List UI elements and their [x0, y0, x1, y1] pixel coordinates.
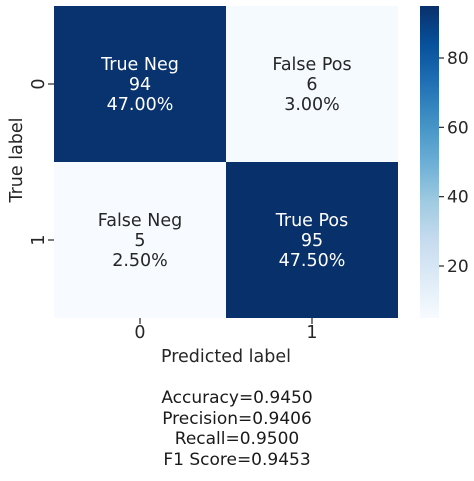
- metrics-summary: Accuracy=0.9450 Precision=0.9406 Recall=…: [0, 388, 474, 470]
- y-tick-label: 0: [29, 78, 49, 89]
- y-axis-label: True label: [7, 117, 27, 203]
- cell-count: 5: [134, 231, 145, 251]
- colorbar-tick-label: 60: [447, 118, 469, 138]
- colorbar: [420, 6, 439, 318]
- f1-score-text: F1 Score=0.9453: [163, 449, 311, 470]
- x-axis-label: Predicted label: [161, 347, 291, 367]
- axis-ticks: 0 1 0 1: [29, 78, 318, 343]
- heatmap-cell: [226, 162, 398, 318]
- heatmap-cell: [54, 6, 226, 162]
- recall-text: Recall=0.9500: [174, 429, 300, 449]
- cell-label: True Neg: [100, 55, 179, 75]
- heatmap-cell: [54, 162, 226, 318]
- x-tick-label: 1: [306, 323, 317, 343]
- colorbar-ticks: 20 40 60 80: [439, 49, 469, 277]
- cell-label: True Pos: [275, 211, 349, 231]
- heatmap-cell: [226, 6, 398, 162]
- colorbar-tick-label: 40: [447, 188, 469, 208]
- colorbar-tick-label: 20: [447, 257, 469, 277]
- x-tick-label: 0: [134, 323, 145, 343]
- cell-percent: 47.00%: [107, 95, 174, 115]
- precision-text: Precision=0.9406: [162, 408, 312, 429]
- y-tick-label: 1: [29, 234, 49, 245]
- cell-count: 94: [129, 75, 151, 95]
- cell-percent: 2.50%: [112, 251, 168, 271]
- cell-count: 95: [301, 231, 323, 251]
- cell-percent: 3.00%: [284, 95, 340, 115]
- accuracy-text: Accuracy=0.9450: [161, 388, 313, 408]
- colorbar-tick-label: 80: [447, 49, 469, 69]
- cell-label: False Pos: [272, 55, 351, 75]
- cell-percent: 47.50%: [279, 251, 346, 271]
- cell-label: False Neg: [98, 211, 182, 231]
- cell-count: 6: [306, 75, 317, 95]
